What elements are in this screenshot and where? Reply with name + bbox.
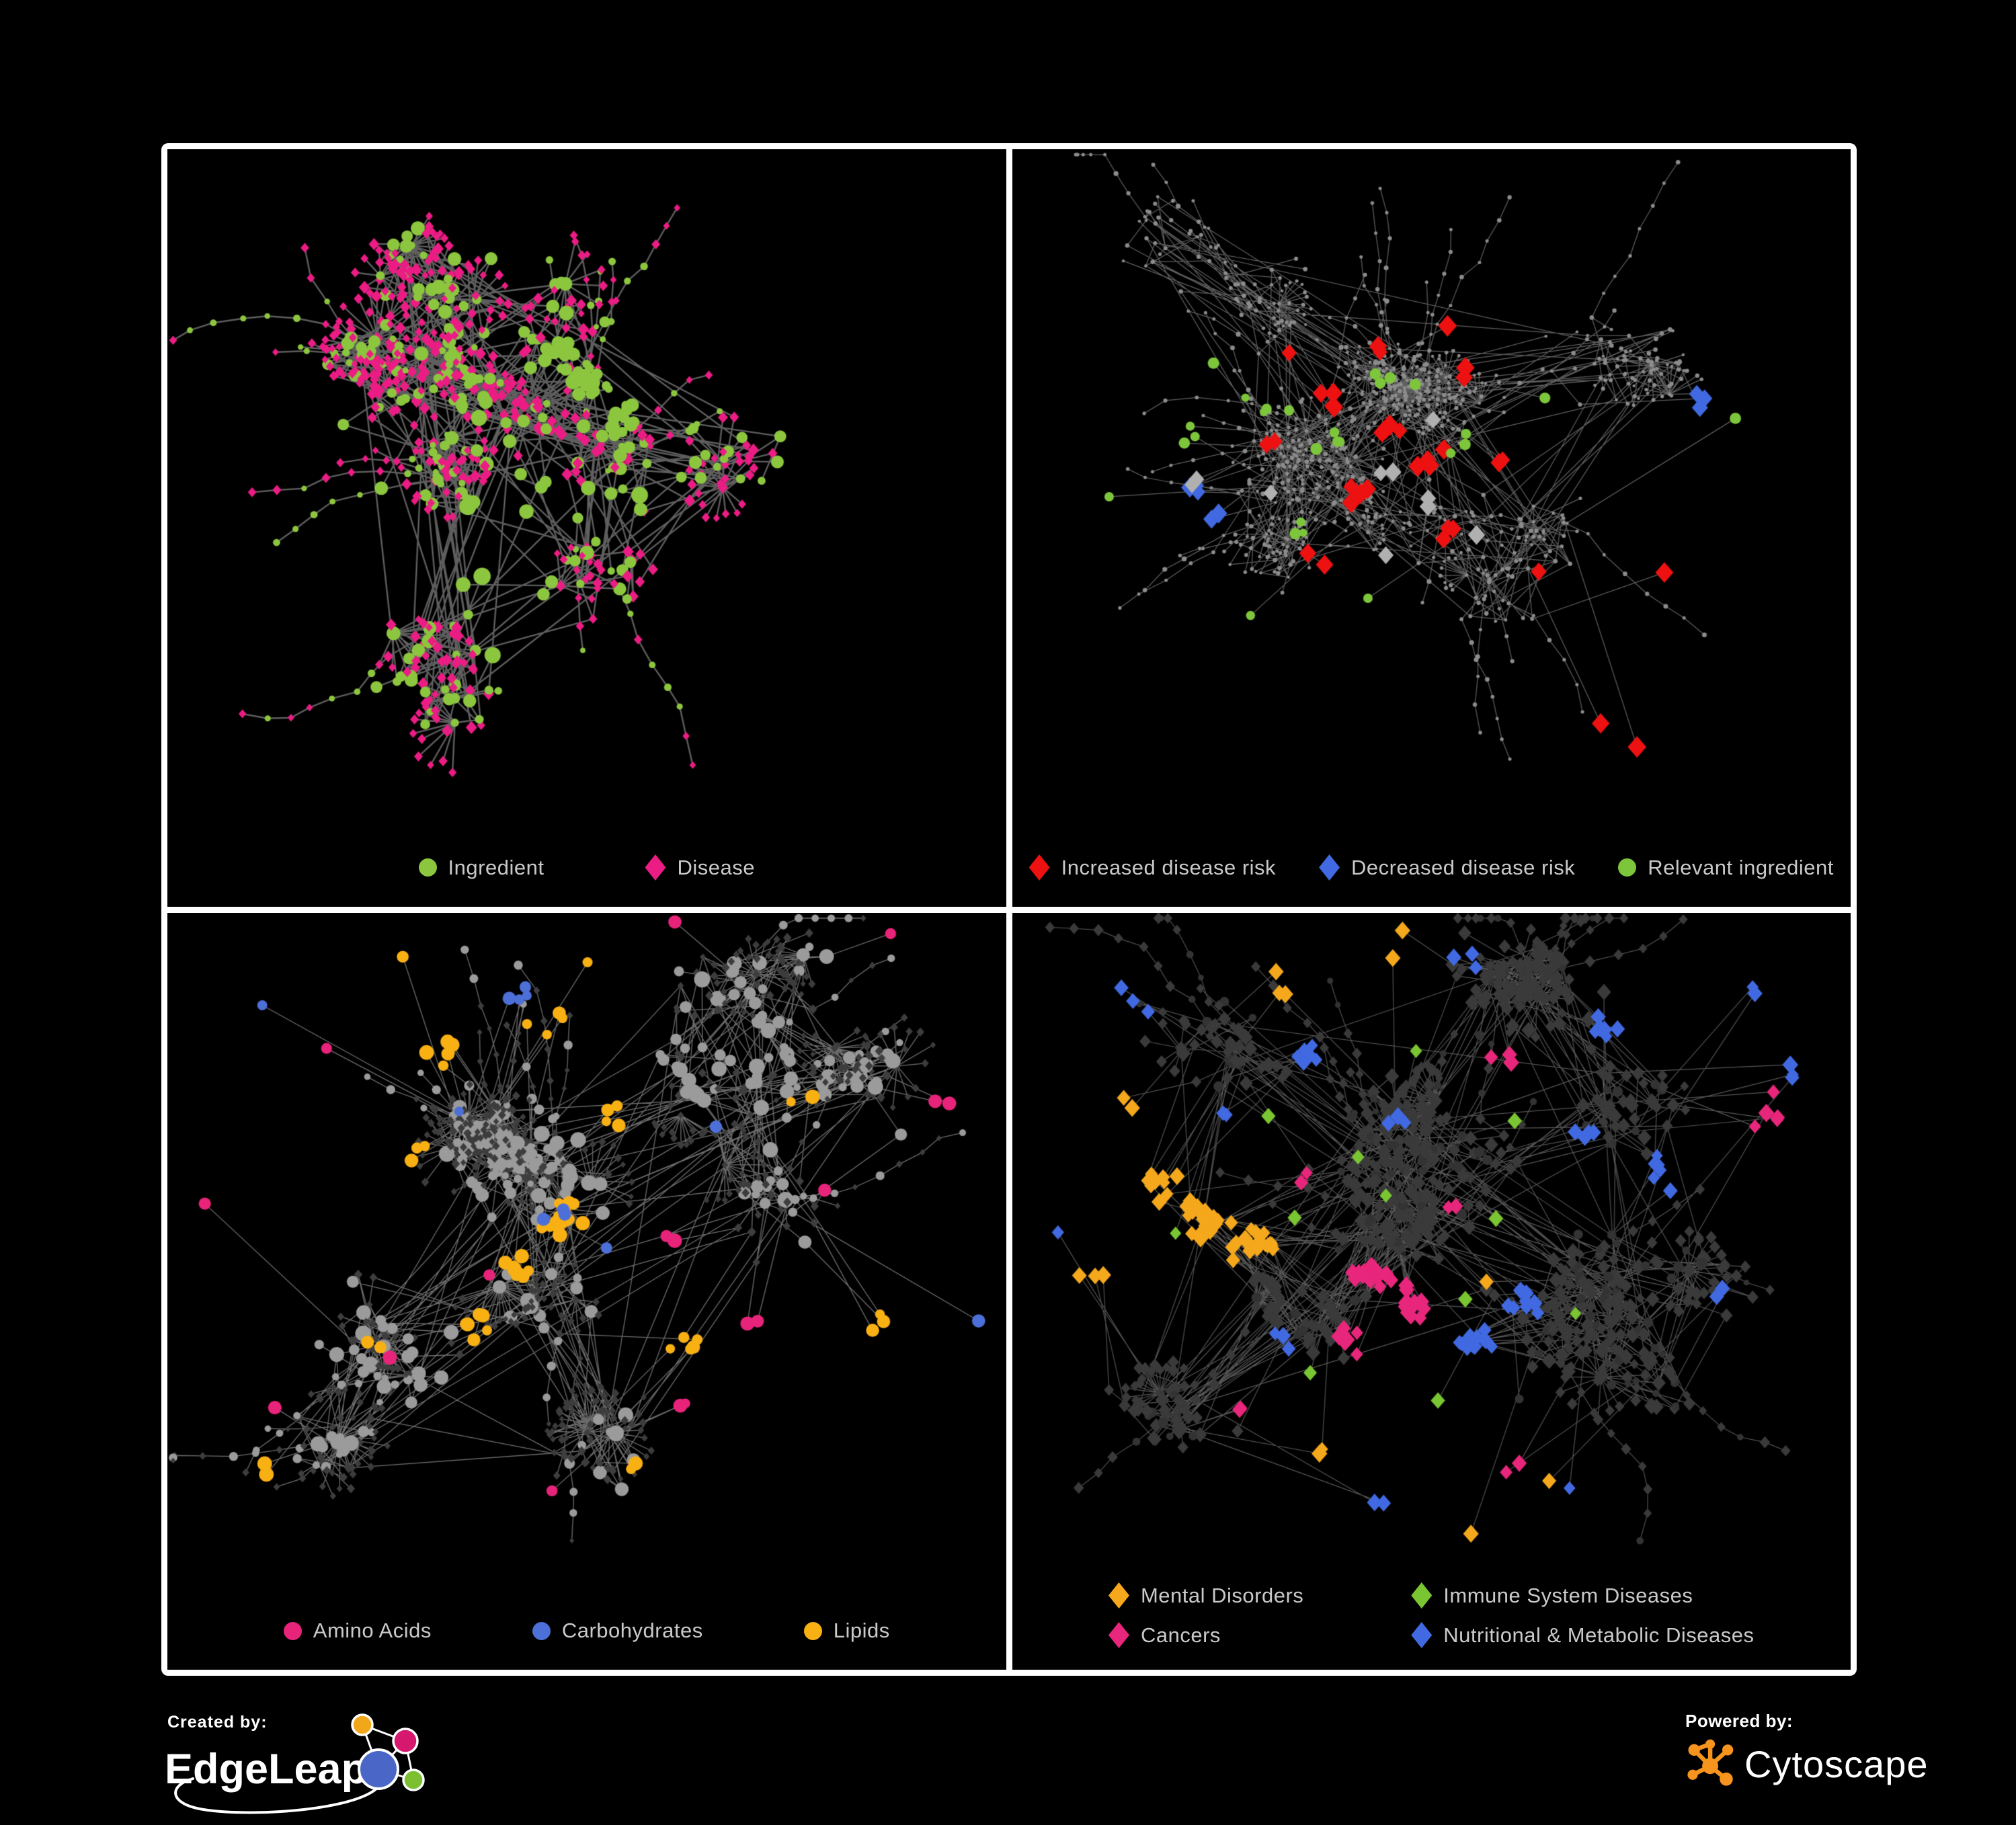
legend-label-immune-system-diseases: Immune System Diseases <box>1443 1583 1693 1607</box>
network-canvas-disease-classes <box>1012 912 1851 1565</box>
amino-acids-marker <box>283 1621 302 1640</box>
legend-item-carbohydrates: Carbohydrates <box>532 1619 703 1643</box>
disease-marker <box>645 854 666 881</box>
cytoscape-icon <box>1687 1739 1734 1786</box>
cytoscape-credit: Powered by: Cytoscape <box>1684 1711 1929 1789</box>
edgeleap-credit: Created by: EdgeLeap <box>163 1707 459 1825</box>
legend-item-nutritional-metabolic-diseases: Nutritional & Metabolic Diseases <box>1411 1622 1754 1648</box>
legend-item-immune-system-diseases: Immune System Diseases <box>1411 1582 1754 1609</box>
edgeleap-node-orange <box>351 1713 374 1736</box>
relevant-ingredient-marker <box>1618 858 1637 877</box>
legend-disease-classes: Mental Disorders Cancers Immune System D… <box>1012 1565 1851 1666</box>
ingredient-marker <box>418 858 437 877</box>
legend-label-mental-disorders: Mental Disorders <box>1140 1583 1304 1607</box>
edgeleap-swoosh <box>174 1777 378 1814</box>
edgeleap-logo: Created by: EdgeLeap <box>165 1713 425 1814</box>
legend-label-increased-risk: Increased disease risk <box>1061 855 1277 879</box>
increased-risk-marker <box>1029 854 1050 881</box>
panel-ingredient-classes: Amino Acids Carbohydrates Lipids <box>167 912 1006 1670</box>
panel-ingredient-disease: Ingredient Disease <box>167 149 1006 907</box>
legend-label-decreased-risk: Decreased disease risk <box>1351 855 1576 879</box>
decreased-risk-marker <box>1319 854 1340 881</box>
legend-label-cancers: Cancers <box>1140 1623 1221 1647</box>
legend-item-increased-risk: Increased disease risk <box>1029 854 1276 881</box>
legend-item-amino-acids: Amino Acids <box>283 1619 432 1643</box>
network-canvas-ingredient-classes <box>167 912 1006 1592</box>
edgeleap-node-blue <box>358 1748 399 1790</box>
legend-item-relevant-ingredient: Relevant ingredient <box>1618 856 1834 880</box>
immune-system-diseases-marker <box>1411 1582 1433 1609</box>
legend-ingredient-disease: Ingredient Disease <box>167 829 1006 907</box>
legend-ingredient-classes: Amino Acids Carbohydrates Lipids <box>167 1592 1006 1670</box>
mental-disorders-marker <box>1108 1582 1129 1609</box>
cytoscape-wordmark: Cytoscape <box>1744 1742 1929 1785</box>
legend-item-mental-disorders: Mental Disorders <box>1108 1582 1303 1609</box>
panel-disease-classes: Mental Disorders Cancers Immune System D… <box>1012 912 1851 1670</box>
legend-disease-risk: Increased disease risk Decreased disease… <box>1012 829 1851 907</box>
powered-by-label: Powered by: <box>1685 1711 1793 1731</box>
nutritional-metabolic-diseases-marker <box>1411 1622 1433 1648</box>
cancers-marker <box>1108 1622 1129 1648</box>
legend-label-lipids: Lipids <box>833 1619 890 1642</box>
legend-label-amino-acids: Amino Acids <box>313 1619 432 1642</box>
legend-item-decreased-risk: Decreased disease risk <box>1319 854 1575 881</box>
legend-label-carbohydrates: Carbohydrates <box>561 1619 703 1642</box>
legend-label-relevant-ingredient: Relevant ingredient <box>1648 855 1834 879</box>
network-canvas-disease-risk <box>1012 149 1851 828</box>
legend-item-ingredient: Ingredient <box>418 855 545 880</box>
edgeleap-wordmark: EdgeLeap <box>165 1746 367 1793</box>
legend-item-lipids: Lipids <box>803 1619 890 1643</box>
panel-disease-risk: Increased disease risk Decreased disease… <box>1012 149 1851 907</box>
edgeleap-node-green <box>402 1769 425 1791</box>
legend-label-ingredient: Ingredient <box>448 855 545 879</box>
carbohydrates-marker <box>532 1621 551 1640</box>
legend-label-disease: Disease <box>677 855 755 879</box>
network-canvas-ingredient-disease <box>167 149 1006 828</box>
lipids-marker <box>803 1621 822 1640</box>
legend-item-cancers: Cancers <box>1108 1622 1303 1648</box>
created-by-label: Created by: <box>167 1713 268 1732</box>
legend-item-disease: Disease <box>645 854 755 881</box>
edgeleap-node-pink <box>392 1728 419 1754</box>
panel-grid: Ingredient Disease Increased disease ris… <box>161 143 1857 1676</box>
legend-label-nutritional-metabolic-diseases: Nutritional & Metabolic Diseases <box>1443 1623 1755 1647</box>
